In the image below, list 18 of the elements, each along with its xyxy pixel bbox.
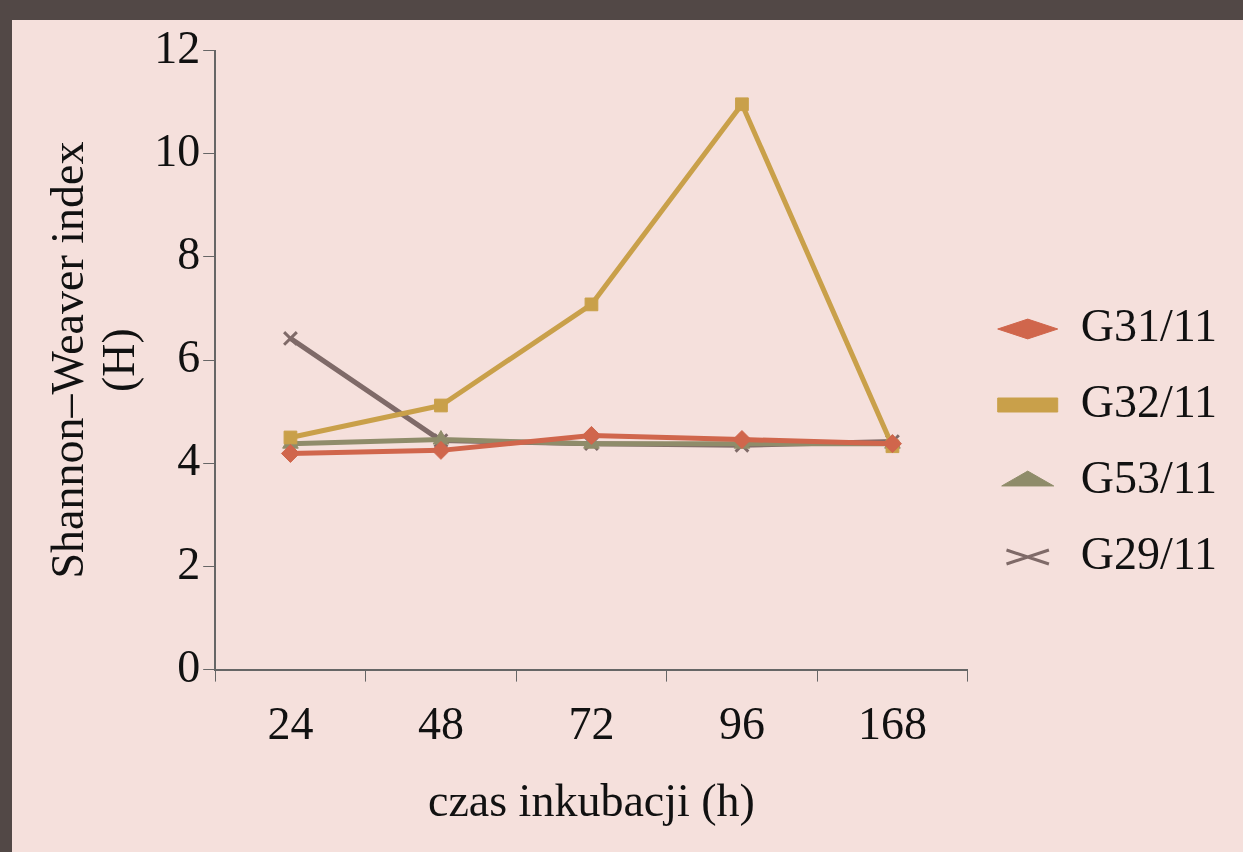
x-tick-label: 24 (267, 698, 314, 750)
legend-label: G31/11 (1080, 300, 1217, 352)
legend-label: G29/11 (1080, 528, 1217, 580)
y-axis-title: Shannon–Weaver index (H) (42, 141, 144, 579)
x-tick-label: 96 (718, 698, 765, 750)
y-tick-label: 0 (177, 640, 201, 692)
y-tick-label: 8 (177, 228, 201, 280)
y-tick-label: 4 (177, 434, 201, 486)
x-axis-title: czas inkubacji (h) (427, 775, 755, 827)
legend-label: G53/11 (1080, 452, 1217, 504)
y-tick-label: 10 (154, 124, 201, 176)
x-tick-label: 72 (568, 698, 615, 750)
y-tick-label: 6 (177, 331, 201, 383)
y-tick-label: 2 (177, 537, 201, 589)
legend-label: G32/11 (1080, 376, 1217, 428)
x-tick-label: 48 (417, 698, 464, 750)
y-tick-label: 12 (154, 21, 201, 73)
x-tick-label: 168 (857, 698, 927, 750)
